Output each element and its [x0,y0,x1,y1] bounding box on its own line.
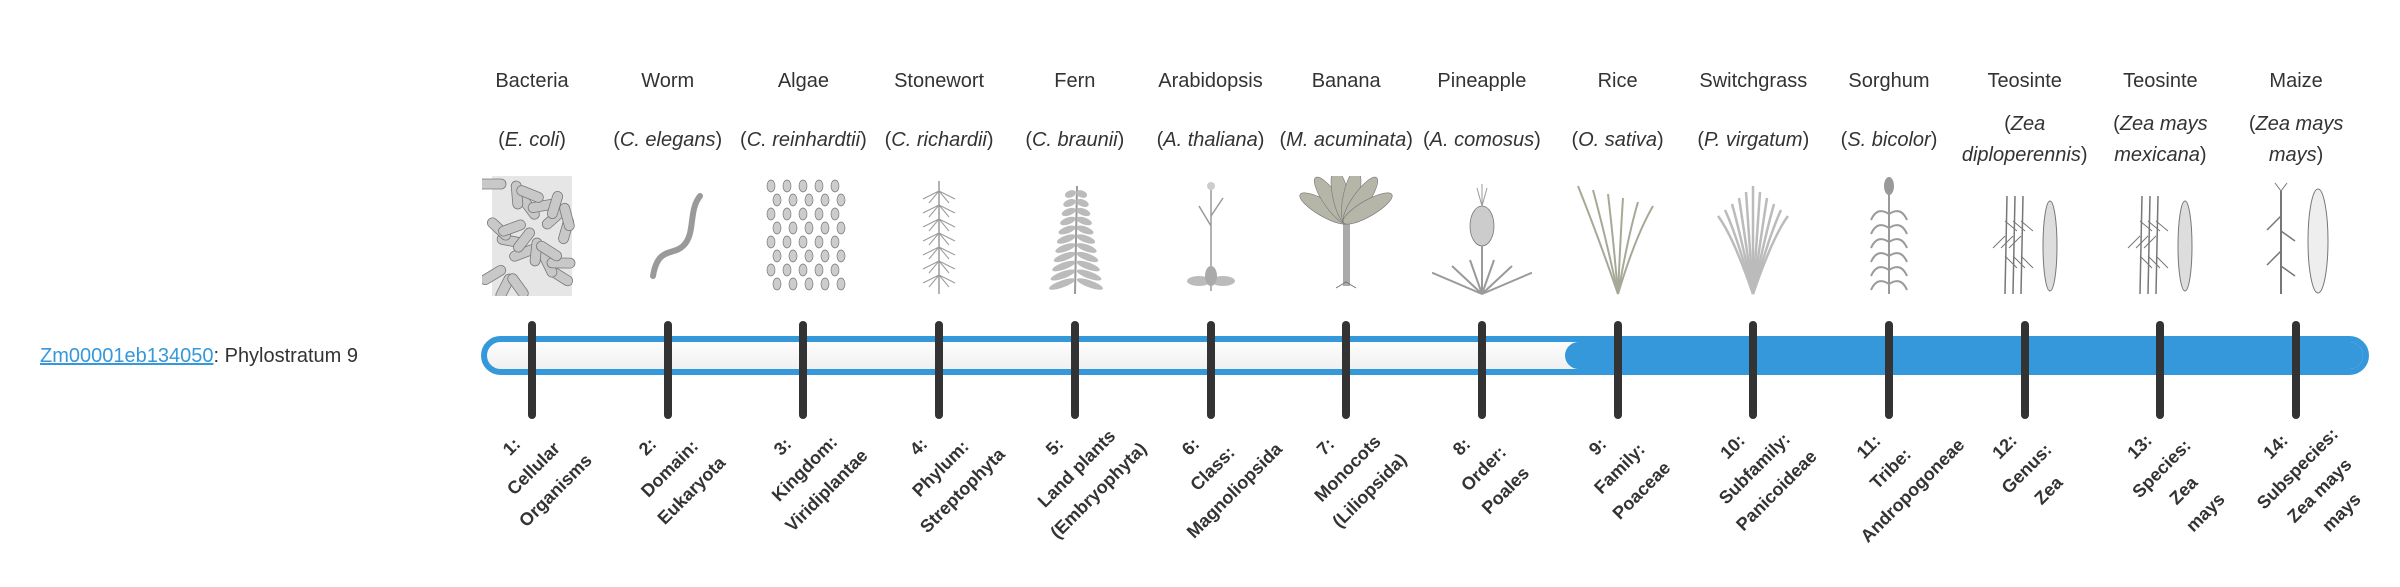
organism-species-name: (Zea mays mexicana) [2113,113,2208,166]
stratum-tick-3 [799,321,808,419]
stratum-tick-10 [1749,321,1758,419]
arabidopsis-illustration-icon [1186,182,1235,291]
organism-species-name: (P. virgatum) [1697,128,1810,151]
teosinte-illustration-icon [2128,195,2193,295]
stratum-tick-13 [2156,321,2165,419]
species-italic: Zea mays mays [2255,113,2344,166]
rice-illustration-icon [1576,185,1654,295]
organism-common-name: Algae [777,70,829,92]
species-italic: Zea diploperennis [1961,113,2081,166]
stratum-tick-9 [1613,321,1622,419]
stratum-tick-12 [2020,321,2029,419]
gene-id-link[interactable]: Zm00001eb134050 [40,345,214,367]
stratum-tick-4 [935,321,944,419]
organism-species-name: (M. acuminata) [1279,128,1413,151]
species-italic: Zea mays mexicana [2114,113,2208,166]
organism-common-name: Teosinte [2123,70,2198,92]
stratum-tick-6 [1206,321,1215,419]
species-italic: O. sativa [1578,128,1658,151]
organism-common-name: Bacteria [495,70,569,92]
stratum-tick-7 [1342,321,1351,419]
species-italic: C. richardii [891,128,987,151]
organism-species-name: (A. thaliana) [1156,128,1265,151]
stratum-label-7: 7: Monocots (Liliopsida) [1252,372,1445,565]
species-italic: C. braunii [1031,128,1118,151]
organism-species-name: (Zea mays mays) [2248,113,2344,166]
stratum-label-4: 4: Phylum: Streptophyta [844,372,1037,565]
bacteria-illustration-icon [482,176,576,296]
stratum-tick-11 [1885,321,1893,419]
organism-species-name: (C. reinhardtii) [740,128,867,151]
banana-illustration-icon [1299,176,1393,289]
species-italic: C. elegans [619,128,716,151]
species-italic: C. reinhardtii [746,128,861,151]
organism-species-name: (Zea diploperennis) [1961,113,2088,166]
organism-species-name: (C. elegans) [613,128,723,151]
organism-species-name: (C. braunii) [1025,128,1125,151]
stratum-tick-14 [2292,321,2301,419]
sorghum-illustration-icon [1870,177,1908,294]
organism-common-name: Maize [2269,70,2323,92]
organism-species-name: (O. sativa) [1571,128,1664,151]
organism-common-name: Rice [1597,70,1638,92]
phylostratum-text: : Phylostratum 9 [213,345,358,367]
switchgrass-illustration-icon [1717,186,1790,295]
organism-species-name: (C. richardii) [884,128,994,151]
species-italic: M. acuminata [1286,128,1407,151]
species-italic: S. bicolor [1847,128,1931,151]
species-italic: E. coli [504,128,560,151]
phylostratum-bar-fill [1564,342,2363,369]
organism-common-name: Arabidopsis [1158,70,1263,92]
stratum-label-1: 1: Cellular Organisms [437,372,630,565]
organism-common-name: Teosinte [1987,70,2062,92]
organism-common-name: Stonewort [894,70,985,92]
species-italic: A. comosus [1429,128,1535,151]
organism-common-name: Sorghum [1848,70,1930,92]
algae-illustration-icon [767,179,846,291]
stratum-label-10: 10: Subfamily: Panicoideae [1659,372,1852,565]
organism-species-name: (S. bicolor) [1840,128,1938,151]
fern-illustration-icon [1048,185,1103,295]
gene-phylostratum-label: Zm00001eb134050: Phylostratum 9 [40,341,358,371]
organism-species-name: (E. coli) [498,128,566,151]
phylostratum-bar [481,336,2369,375]
stratum-tick-8 [1477,321,1486,419]
maize-illustration-icon [2266,182,2329,294]
stratum-tick-2 [663,321,672,419]
organism-common-name: Switchgrass [1699,70,1808,92]
worm-illustration-icon [649,193,703,279]
organism-common-name: Pineapple [1437,70,1527,92]
organism-species-name: (A. comosus) [1422,128,1541,151]
stratum-tick-1 [528,321,536,419]
stratum-label-8: 8: Order: Poales [1387,372,1580,565]
pineapple-illustration-icon [1431,184,1532,295]
teosinte-illustration-icon [1992,195,2058,295]
species-italic: P. virgatum [1704,128,1803,151]
organism-common-name: Worm [641,70,695,92]
species-italic: A. thaliana [1163,128,1258,151]
stratum-label-3: 3: Kingdom: Viridiplantae [709,372,902,565]
stratum-label-11: 11: Tribe: Andropogoneae [1794,372,1987,565]
stratum-label-14: 14: Subspecies: Zea mays mays [2201,372,2400,587]
stratum-tick-5 [1070,321,1079,419]
stonewort-illustration-icon [922,181,956,294]
organism-common-name: Banana [1311,70,1381,92]
organism-common-name: Fern [1054,70,1096,92]
